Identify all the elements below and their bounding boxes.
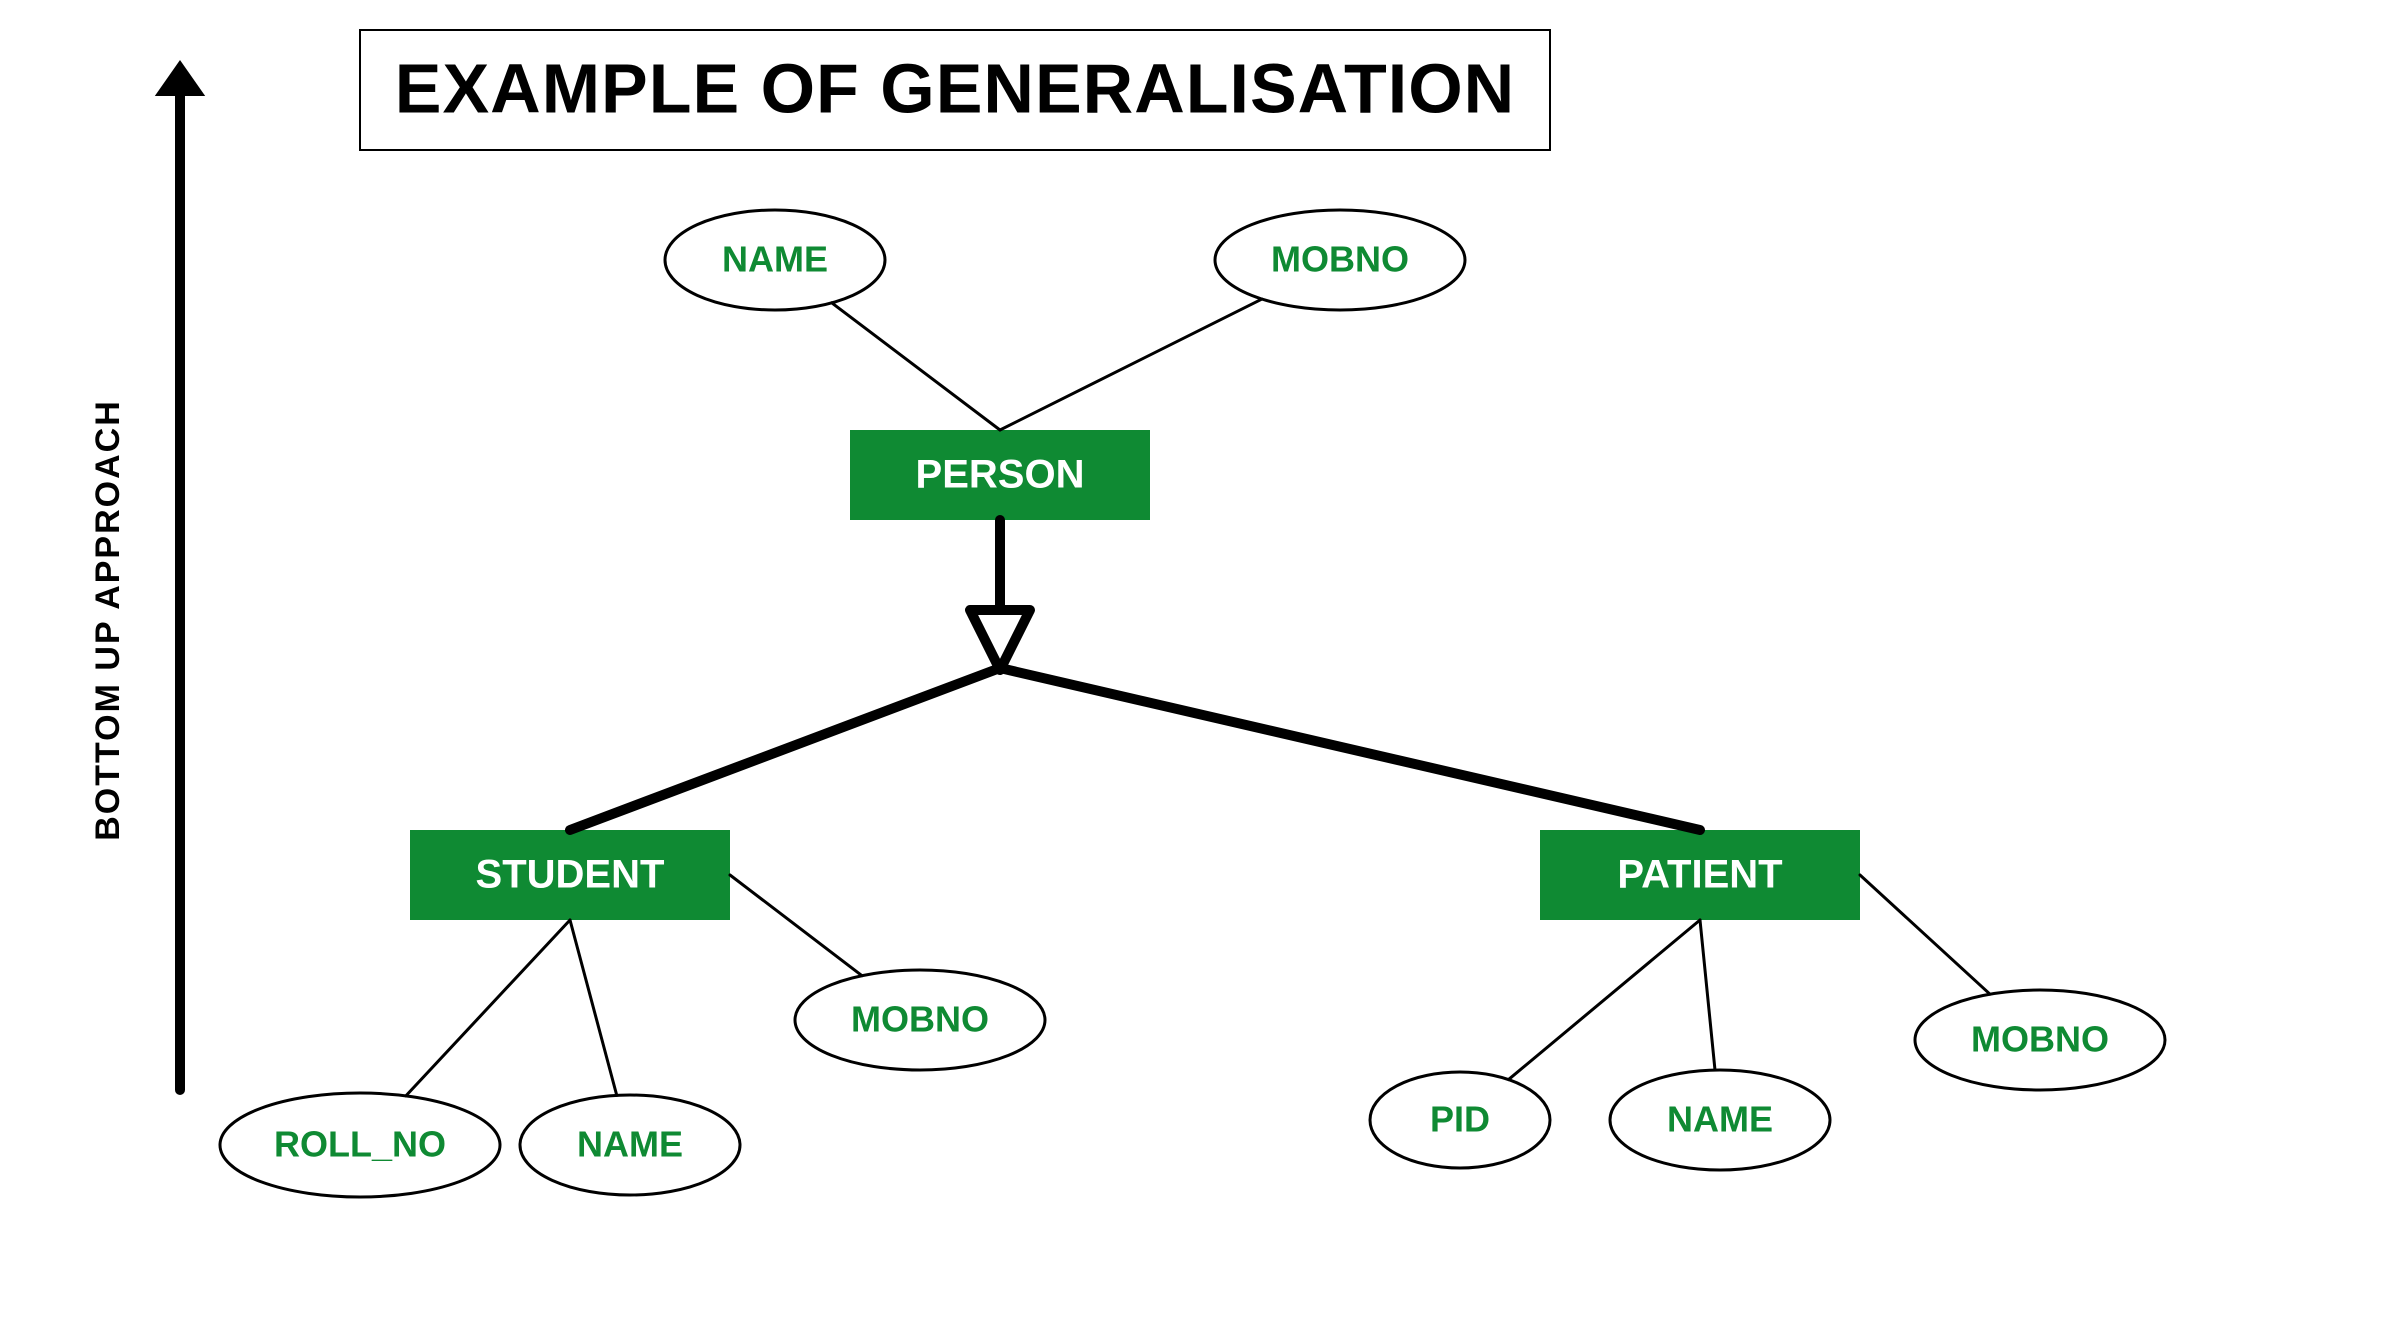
attribute-s_name-label: NAME	[577, 1124, 683, 1165]
generalisation-triangle-icon	[970, 610, 1030, 670]
gen-leg-student	[570, 668, 1000, 830]
attr-edge-pt_mob	[1860, 875, 1990, 994]
attr-edge-s_mob	[730, 875, 862, 976]
node-layer: PERSON STUDENT PATIENT NAME MOBNO ROLL_NO NAME…	[220, 210, 2165, 1197]
entity-patient-label: PATIENT	[1617, 853, 1782, 897]
top-layer: EXAMPLE OF GENERALISATION BOTTOM UP APPRO…	[89, 30, 1550, 841]
entity-person-label: PERSON	[916, 453, 1085, 497]
gen-leg-patient	[1000, 668, 1700, 830]
entity-student-label: STUDENT	[476, 853, 665, 897]
attr-edge-s_roll	[406, 920, 570, 1096]
attribute-p_mob-label: MOBNO	[1271, 239, 1409, 280]
attribute-s_mob-label: MOBNO	[851, 999, 989, 1040]
attribute-pt_pid-label: PID	[1430, 1099, 1490, 1140]
attr-edge-pt_name	[1700, 920, 1715, 1070]
diagram-title: EXAMPLE OF GENERALISATION	[395, 49, 1515, 127]
attr-edge-s_name	[570, 920, 617, 1095]
attr-edge-p_mob	[1000, 299, 1262, 430]
attr-edge-p_name	[832, 303, 1000, 430]
attr-edge-pt_pid	[1509, 920, 1700, 1080]
attribute-pt_name-label: NAME	[1667, 1099, 1773, 1140]
attribute-p_name-label: NAME	[722, 239, 828, 280]
attribute-pt_mob-label: MOBNO	[1971, 1019, 2109, 1060]
approach-label: BOTTOM UP APPROACH	[89, 399, 127, 841]
attribute-s_roll-label: ROLL_NO	[274, 1124, 446, 1165]
edge-layer	[970, 610, 1030, 670]
